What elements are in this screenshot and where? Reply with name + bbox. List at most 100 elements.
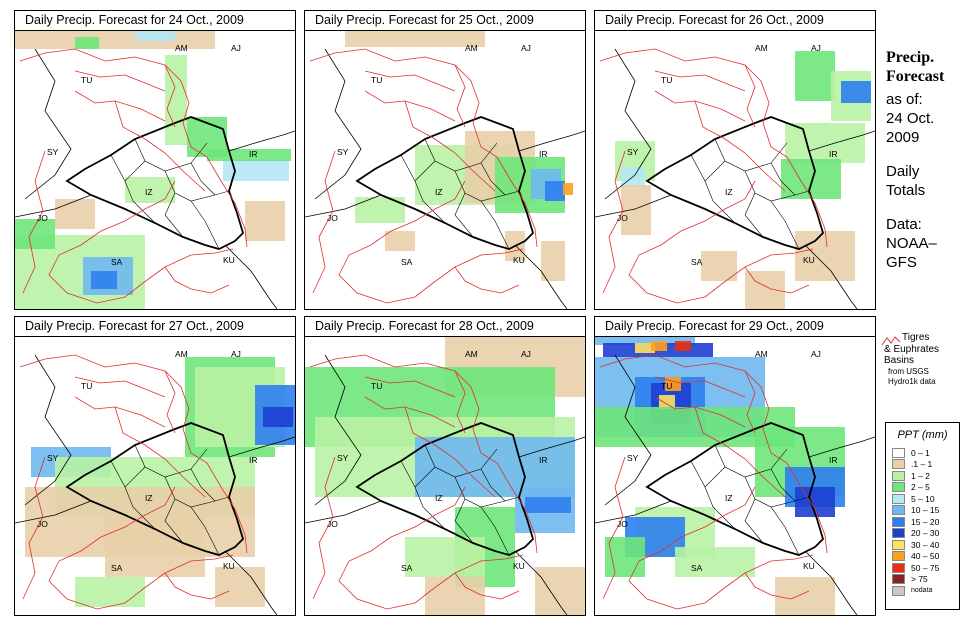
basin-label-line2: & Euphrates: [884, 343, 940, 355]
country-label-sa: SA: [691, 563, 703, 573]
province-border: [454, 192, 474, 238]
basin-boundary: [164, 266, 230, 294]
precip-cell: [701, 251, 737, 281]
precip-cell: [345, 31, 485, 47]
province-border: [190, 506, 220, 556]
precip-cell: [263, 407, 293, 427]
legend-item: 30 – 40: [886, 539, 959, 551]
legend-swatch: [892, 528, 905, 539]
province-border: [480, 506, 510, 556]
country-border: [518, 436, 585, 458]
basin-boundary: [19, 48, 248, 248]
country-label-am: AM: [465, 43, 478, 53]
precip-cell: [541, 241, 565, 281]
precip-cell: [651, 341, 667, 351]
basin-boundary: [309, 48, 538, 248]
basin-boundary: [164, 370, 176, 434]
country-label-aj: AJ: [811, 349, 821, 359]
province-border: [480, 162, 506, 196]
country-label-aj: AJ: [231, 349, 241, 359]
country-label-tu: TU: [81, 75, 92, 85]
legend-label: 30 – 40: [911, 539, 940, 550]
basin-boundary: [404, 100, 496, 192]
country-label-sy: SY: [337, 453, 349, 463]
legend-swatch: [892, 551, 905, 562]
precip-cell: [55, 199, 95, 229]
country-label-sy: SY: [337, 147, 349, 157]
basin-boundary: [19, 354, 248, 554]
legend-swatch: [892, 539, 905, 550]
country-label-sy: SY: [627, 453, 639, 463]
coastline: [514, 244, 568, 309]
precip-cell: [605, 537, 645, 577]
province-border: [704, 486, 736, 530]
country-label-tu: TU: [661, 381, 672, 391]
basin-boundary: [22, 150, 46, 294]
precip-cell: [545, 181, 565, 201]
panel-title: Daily Precip. Forecast for 26 Oct., 2009: [595, 11, 875, 31]
country-border: [15, 194, 92, 218]
country-label-tu: TU: [661, 75, 672, 85]
country-label-iz: IZ: [435, 187, 443, 197]
map-panel-oct24: Daily Precip. Forecast for 24 Oct., 2009…: [14, 10, 296, 310]
country-label-aj: AJ: [521, 43, 531, 53]
basin-boundary: [602, 150, 626, 294]
basin-legend: Tigres & Euphrates Basins from USGS Hydr…: [881, 332, 970, 387]
province-border: [190, 468, 216, 502]
panel-title: Daily Precip. Forecast for 28 Oct., 2009: [305, 317, 585, 337]
precip-cell: [535, 567, 585, 615]
basin-boundary: [744, 64, 756, 128]
province-border: [414, 486, 446, 530]
basin-boundary: [338, 486, 524, 610]
basin-boundary: [628, 486, 814, 610]
coastline: [224, 550, 278, 615]
country-label-jo: JO: [37, 519, 48, 529]
basin-boundary: [454, 64, 466, 128]
precip-cell: [563, 183, 573, 195]
legend-swatch: [892, 505, 905, 516]
country-label-am: AM: [755, 43, 768, 53]
legend-label: .1 – 1: [911, 459, 933, 470]
precip-field: [15, 31, 291, 309]
country-label-ir: IR: [829, 149, 838, 159]
basin-source-line2: Hydro1k data: [888, 376, 936, 386]
legend-swatch: [892, 482, 905, 493]
province-border: [480, 468, 506, 502]
data-source-line1: NOAA–: [886, 235, 937, 252]
legend-swatch: [892, 493, 905, 504]
country-label-jo: JO: [37, 213, 48, 223]
country-label-sy: SY: [47, 147, 59, 157]
asof-date-line2: 2009: [886, 129, 920, 146]
basin-boundary: [602, 456, 626, 600]
basin-label-line1: Tigres: [902, 332, 930, 343]
iraq-border: [65, 116, 245, 250]
precip-cell: [775, 577, 835, 615]
basin-line-icon: [881, 336, 901, 346]
precip-cell: [659, 395, 675, 409]
panel-title: Daily Precip. Forecast for 25 Oct., 2009: [305, 11, 585, 31]
legend-swatch: [892, 574, 905, 585]
precip-cell: [621, 185, 651, 235]
legend-label: 40 – 50: [911, 551, 940, 562]
country-label-aj: AJ: [521, 349, 531, 359]
basin-boundary: [744, 370, 756, 434]
country-label-sa: SA: [401, 563, 413, 573]
basin-boundary: [454, 572, 520, 600]
basin-boundary: [164, 64, 176, 128]
precip-cell: [245, 201, 285, 241]
precip-cell: [105, 517, 205, 577]
province-border: [480, 200, 510, 250]
country-label-tu: TU: [371, 381, 382, 391]
basin-source-line1: from USGS: [888, 366, 929, 376]
precip-field: [595, 337, 845, 615]
legend-label: nodata: [911, 587, 933, 595]
map-panel-oct25: Daily Precip. Forecast for 25 Oct., 2009…: [304, 10, 586, 310]
province-border: [704, 180, 736, 224]
country-border: [314, 354, 362, 506]
legend-item: 5 – 10: [886, 493, 959, 505]
legend-item: 0 – 1: [886, 447, 959, 459]
basin-boundary: [114, 100, 206, 192]
precip-cell: [595, 337, 695, 345]
precip-cell: [795, 51, 835, 101]
